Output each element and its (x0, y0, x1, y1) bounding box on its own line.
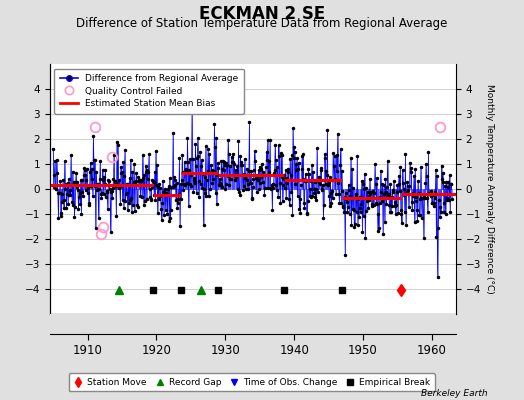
Legend: Difference from Regional Average, Quality Control Failed, Estimated Station Mean: Difference from Regional Average, Qualit… (54, 68, 244, 114)
Text: Difference of Station Temperature Data from Regional Average: Difference of Station Temperature Data f… (77, 17, 447, 30)
Text: ECKMAN 2 SE: ECKMAN 2 SE (199, 5, 325, 23)
Text: Berkeley Earth: Berkeley Earth (421, 389, 487, 398)
Legend: Station Move, Record Gap, Time of Obs. Change, Empirical Break: Station Move, Record Gap, Time of Obs. C… (69, 374, 434, 392)
Y-axis label: Monthly Temperature Anomaly Difference (°C): Monthly Temperature Anomaly Difference (… (485, 84, 494, 294)
